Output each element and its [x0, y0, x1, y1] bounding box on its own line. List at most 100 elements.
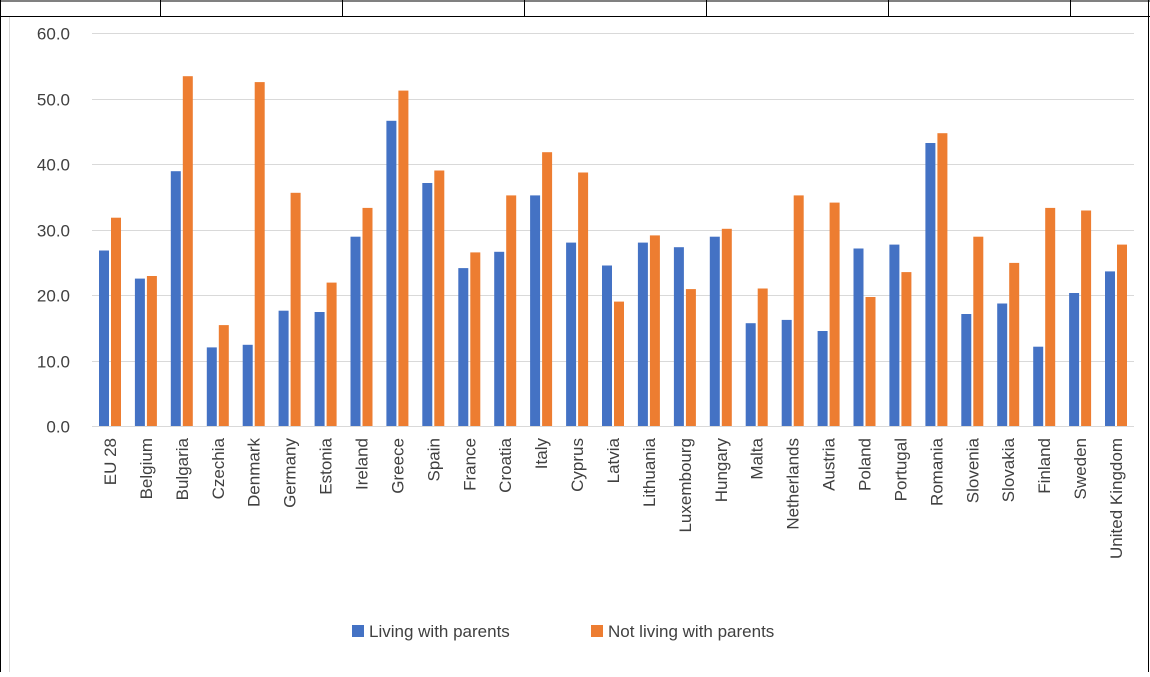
bar-living-with-parents: [961, 314, 972, 426]
bar-not-living-with-parents: [506, 195, 517, 426]
bar-not-living-with-parents: [470, 252, 481, 426]
gridlines: [92, 33, 1134, 427]
bar-not-living-with-parents: [146, 276, 157, 426]
bar-not-living-with-parents: [1045, 207, 1056, 426]
y-tick-label: 20.0: [37, 287, 70, 306]
bar-living-with-parents: [206, 347, 217, 426]
x-tick-label: Cyprus: [568, 438, 587, 492]
bars: [99, 76, 1127, 427]
legend: Living with parents Not living with paren…: [352, 622, 774, 641]
bar-not-living-with-parents: [542, 152, 553, 426]
bar-living-with-parents: [1069, 293, 1080, 426]
x-tick-label: Netherlands: [784, 438, 803, 530]
bar-living-with-parents: [170, 171, 181, 426]
x-tick-label: Spain: [424, 438, 443, 481]
bar-living-with-parents: [637, 242, 648, 426]
bar-not-living-with-parents: [901, 272, 912, 426]
x-axis-tick-labels: EU 28 Belgium Bulgaria Czechia Denmark German…: [101, 437, 1126, 559]
x-tick-label: Belgium: [137, 438, 156, 499]
x-tick-label: Greece: [388, 438, 407, 494]
bar-living-with-parents: [134, 278, 145, 426]
bar-not-living-with-parents: [290, 192, 301, 426]
bar-not-living-with-parents: [973, 236, 984, 426]
bar-living-with-parents: [566, 242, 577, 426]
x-tick-label: Malta: [748, 437, 767, 479]
bar-not-living-with-parents: [1117, 244, 1127, 426]
x-tick-label: Ireland: [353, 438, 372, 490]
legend-label: Not living with parents: [608, 622, 774, 641]
bar-not-living-with-parents: [1081, 210, 1092, 426]
bar-living-with-parents: [314, 312, 325, 426]
x-tick-label: France: [460, 438, 479, 491]
bar-living-with-parents: [386, 120, 397, 427]
x-tick-label: Estonia: [317, 437, 336, 494]
bar-not-living-with-parents: [182, 76, 193, 426]
bar-not-living-with-parents: [721, 228, 732, 426]
x-tick-label: Poland: [856, 438, 875, 491]
bar-not-living-with-parents: [1009, 262, 1020, 426]
bar-living-with-parents: [458, 268, 469, 426]
y-tick-label: 50.0: [37, 91, 70, 110]
bar-living-with-parents: [99, 250, 109, 426]
x-tick-label: Italy: [532, 438, 551, 470]
bar-not-living-with-parents: [757, 288, 768, 426]
legend-label: Living with parents: [369, 622, 510, 641]
bar-living-with-parents: [745, 323, 756, 426]
y-tick-label: 60.0: [37, 25, 70, 44]
x-tick-label: United Kingdom: [1107, 438, 1126, 559]
legend-swatch: [591, 625, 603, 637]
bar-not-living-with-parents: [829, 202, 840, 426]
bar-not-living-with-parents: [362, 207, 373, 426]
bar-not-living-with-parents: [326, 282, 337, 426]
x-tick-label: Germany: [281, 438, 300, 508]
y-tick-label: 30.0: [37, 222, 70, 241]
bar-not-living-with-parents: [434, 170, 445, 426]
legend-swatch: [352, 625, 364, 637]
bar-living-with-parents: [602, 265, 612, 426]
bar-not-living-with-parents: [685, 289, 696, 426]
y-tick-label: 10.0: [37, 353, 70, 372]
bar-living-with-parents: [242, 344, 253, 426]
bar-not-living-with-parents: [649, 235, 660, 426]
bar-living-with-parents: [889, 244, 900, 426]
x-tick-label: Slovenia: [963, 437, 982, 503]
x-tick-label: Finland: [1035, 438, 1054, 494]
x-tick-label: Austria: [820, 437, 839, 490]
x-tick-label: Sweden: [1071, 438, 1090, 499]
bar-living-with-parents: [817, 331, 828, 426]
y-tick-label: 40.0: [37, 156, 70, 175]
bar-living-with-parents: [422, 183, 433, 426]
bar-living-with-parents: [530, 195, 541, 426]
y-axis-tick-labels: 0.0 10.0 20.0 30.0 40.0 50.0 60.0: [37, 25, 70, 437]
bar-living-with-parents: [925, 143, 936, 426]
bar-not-living-with-parents: [793, 195, 804, 426]
bar-living-with-parents: [494, 251, 505, 426]
bar-living-with-parents: [853, 248, 864, 426]
x-tick-label: Luxembourg: [676, 438, 695, 533]
x-tick-label: Portugal: [891, 438, 910, 501]
bar-not-living-with-parents: [614, 301, 624, 426]
bar-not-living-with-parents: [578, 172, 589, 426]
x-tick-label: Czechia: [209, 437, 228, 499]
bar-living-with-parents: [781, 319, 792, 426]
bar-living-with-parents: [1033, 346, 1044, 426]
bar-not-living-with-parents: [218, 325, 229, 426]
bar-living-with-parents: [1105, 271, 1115, 426]
bar-not-living-with-parents: [111, 217, 121, 426]
x-tick-label: Lithuania: [640, 437, 659, 507]
x-tick-label: Denmark: [245, 438, 264, 507]
x-tick-label: Croatia: [496, 437, 515, 492]
bar-not-living-with-parents: [937, 133, 948, 426]
bar-not-living-with-parents: [865, 297, 876, 426]
x-tick-label: Hungary: [712, 438, 731, 503]
x-tick-label: Slovakia: [999, 437, 1018, 502]
bar-not-living-with-parents: [254, 82, 265, 426]
x-tick-label: EU 28: [101, 438, 120, 485]
bar-not-living-with-parents: [398, 90, 409, 426]
bar-living-with-parents: [997, 303, 1008, 426]
y-tick-label: 0.0: [46, 418, 70, 437]
bar-living-with-parents: [278, 310, 289, 426]
